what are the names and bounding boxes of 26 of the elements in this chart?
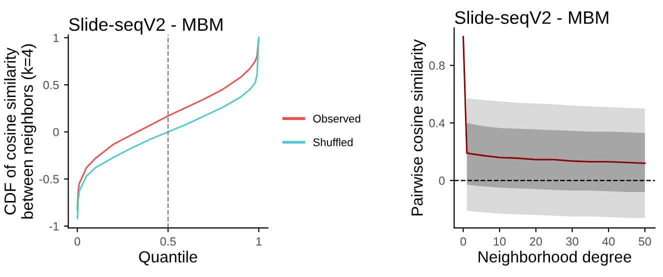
chart-title: Slide-seqV2 - MBM bbox=[454, 10, 608, 28]
x-tick-label: 30 bbox=[566, 237, 578, 246]
line-series bbox=[462, 36, 646, 164]
legend-label: Observed bbox=[313, 114, 360, 123]
y-axis-title: Pairwise cosine similarity bbox=[411, 39, 426, 216]
y-tick-label: 0.5 bbox=[43, 80, 59, 90]
y-tick-label: 1 bbox=[54, 34, 59, 42]
y-tick-label: 0.4 bbox=[429, 118, 445, 128]
x-tick-label: 1 bbox=[256, 237, 262, 246]
x-axis-title: Quantile bbox=[139, 250, 198, 266]
x-tick-label: 10 bbox=[494, 237, 506, 246]
x-axis-title: Neighborhood degree bbox=[478, 250, 632, 266]
x-tick-label: 0.5 bbox=[160, 237, 176, 246]
y-tick-label: 0 bbox=[53, 128, 59, 136]
x-tick-label: 40 bbox=[602, 237, 615, 246]
chart-title: Slide-seqV2 - MBM bbox=[69, 18, 222, 34]
x-tick-label: 0 bbox=[460, 237, 466, 246]
y-tick-label: 0.8 bbox=[429, 61, 445, 70]
y-tick-label: -1 bbox=[49, 222, 59, 230]
y-tick-label: 0 bbox=[439, 176, 445, 185]
y-axis-title: CDF of cosine similarity between neighbors (k=4) bbox=[4, 44, 36, 219]
y-tick-label: -0.5 bbox=[39, 175, 59, 184]
x-tick-label: 20 bbox=[530, 237, 542, 246]
x-tick-label: 50 bbox=[638, 237, 651, 246]
legend-label: Shuffled bbox=[313, 138, 353, 146]
x-tick-label: 0 bbox=[74, 237, 80, 246]
